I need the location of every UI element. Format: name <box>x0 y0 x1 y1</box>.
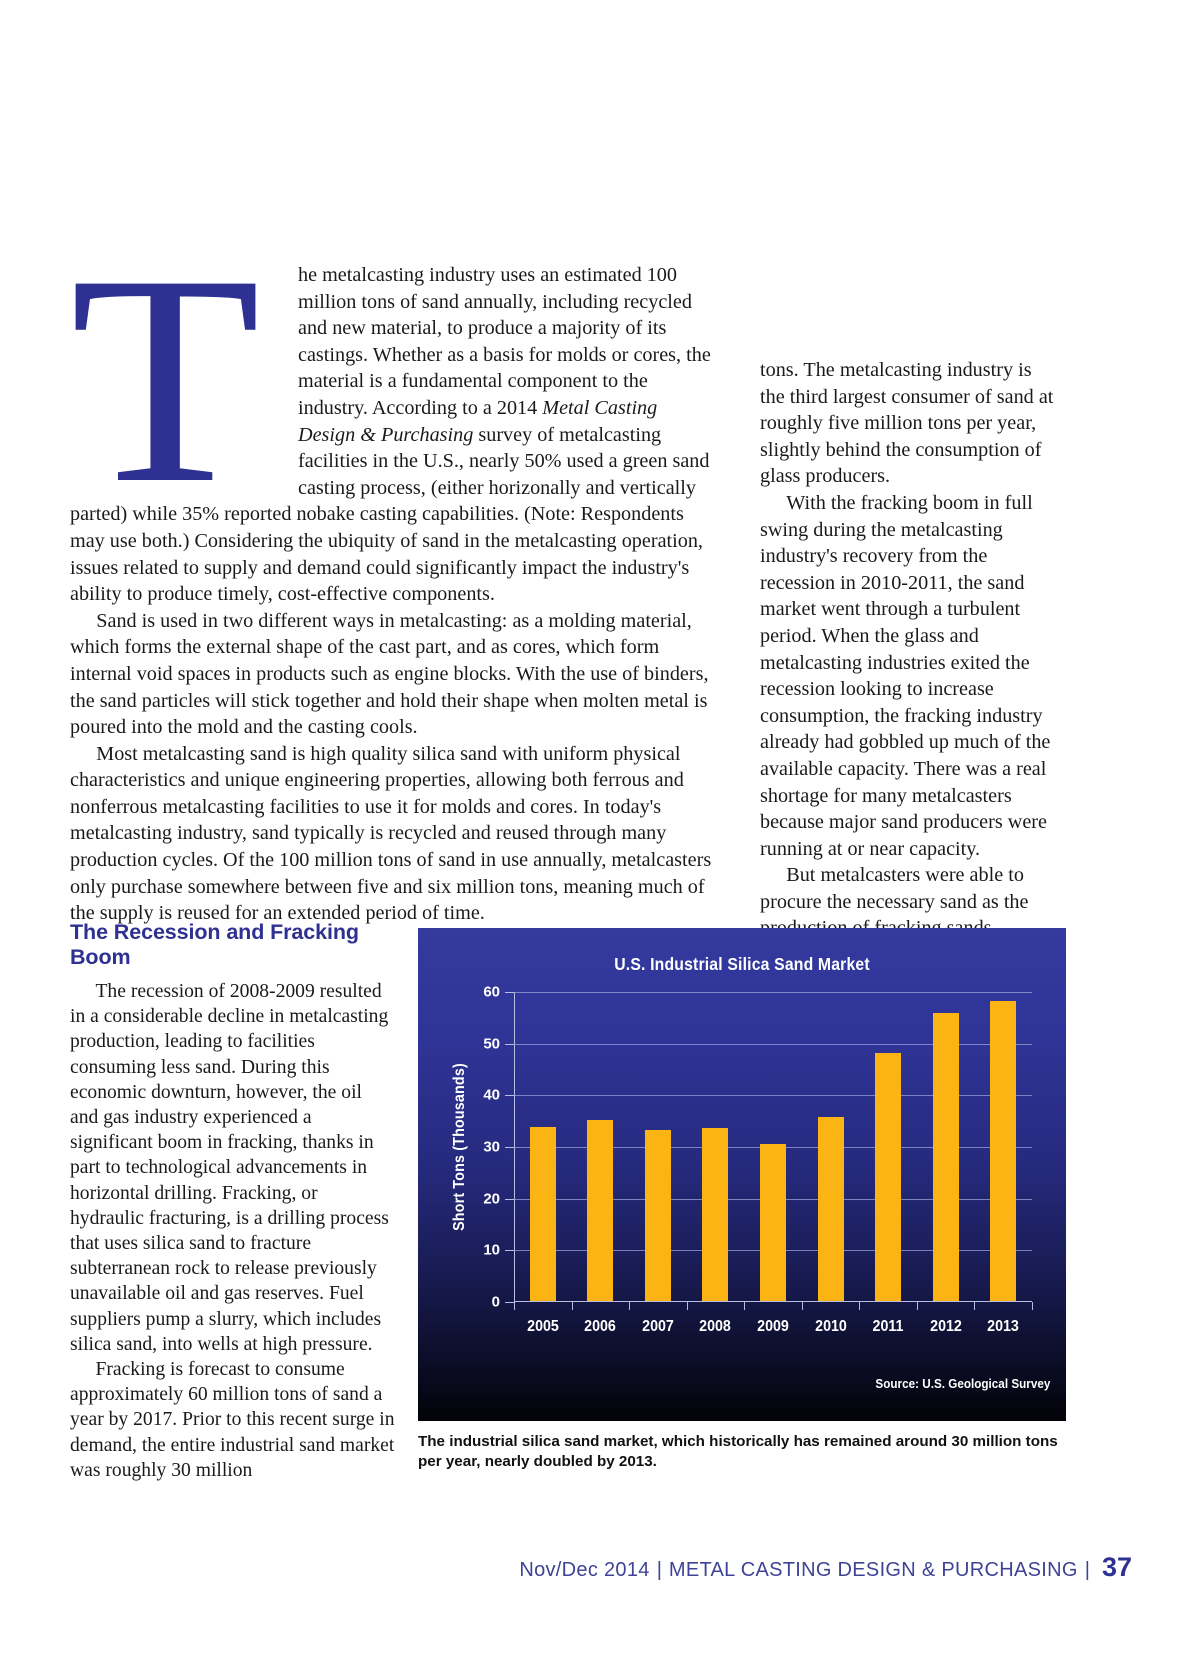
x-axis-tick-label: 2009 <box>757 1318 789 1335</box>
page-footer: Nov/Dec 2014 | METAL CASTING DESIGN & PU… <box>519 1552 1132 1583</box>
x-axis-tick-label: 2005 <box>526 1318 559 1335</box>
footer-page-number: 37 <box>1101 1552 1132 1582</box>
drop-cap-letter: T <box>70 213 261 545</box>
chart-bar <box>644 1129 671 1301</box>
paragraph-2: Sand is used in two different ways in me… <box>70 609 709 739</box>
x-axis-tick <box>571 1302 573 1310</box>
x-axis-tick-label: 2012 <box>929 1318 962 1335</box>
y-axis-title: Short Tons (Thousands) <box>450 992 470 1302</box>
footer-issue: Nov/Dec 2014 <box>519 1559 650 1581</box>
drop-cap: T <box>70 229 275 529</box>
bar-chart: U.S. Industrial Silica Sand Market Short… <box>418 928 1066 1421</box>
footer-separator-2: | <box>1084 1559 1090 1581</box>
y-axis-tick-label: 30 <box>483 1138 500 1156</box>
chart-bar <box>817 1116 844 1301</box>
chart-bar <box>760 1144 786 1301</box>
y-axis-tick-label: 10 <box>483 1241 500 1259</box>
paragraph-intro: he metalcasting industry uses an estimat… <box>70 262 715 608</box>
chart-gridline <box>514 1095 1032 1097</box>
left-column-top: T he metalcasting industry uses an estim… <box>70 229 715 927</box>
x-axis-tick-label: 2011 <box>872 1318 904 1335</box>
x-axis-tick <box>801 1302 803 1310</box>
y-axis-title-label: Short Tons (Thousands) <box>451 1063 469 1231</box>
figure-caption: The industrial silica sand market, which… <box>418 1433 1058 1470</box>
x-axis-tick <box>514 1302 515 1310</box>
x-axis-tick <box>974 1302 976 1310</box>
narrow-column: The Recession and Fracking Boom The rece… <box>70 920 395 1483</box>
chart-bar <box>990 1001 1017 1301</box>
y-axis-tick-label: 0 <box>491 1293 500 1311</box>
paragraph-intro-part2: survey of metalcasting facilities in the… <box>70 423 710 606</box>
y-axis-tick <box>505 1147 514 1148</box>
x-axis-tick <box>629 1302 631 1310</box>
y-axis-tick-label: 20 <box>483 1190 500 1208</box>
footer-separator-1: | <box>656 1559 662 1581</box>
section-heading: The Recession and Fracking Boom <box>70 920 359 969</box>
paragraph-intro-italic: Metal Casting Design & Purchasing <box>298 396 658 446</box>
paragraph-intro-part1: he metalcasting industry uses an estimat… <box>298 264 711 419</box>
section-paragraph-2: Fracking is forecast to consume approxim… <box>70 1359 395 1481</box>
x-axis-tick-label: 2010 <box>814 1318 847 1335</box>
paragraph-3: Most metalcasting sand is high quality s… <box>70 742 712 925</box>
chart-gridline <box>514 1043 1032 1045</box>
x-axis-tick-label: 2007 <box>642 1318 674 1335</box>
footer-publication: METAL CASTING DESIGN & PURCHASING <box>668 1559 1078 1581</box>
right-paragraph-2: With the fracking boom in full swing dur… <box>760 491 1051 860</box>
x-axis-tick <box>1032 1302 1033 1310</box>
y-axis-tick-label: 50 <box>483 1035 500 1053</box>
section-paragraph-1: The recession of 2008-2009 resulted in a… <box>70 981 389 1355</box>
x-axis-tick <box>744 1302 746 1310</box>
chart-bar <box>932 1012 959 1301</box>
y-axis-tick <box>505 1198 514 1200</box>
y-axis-tick-label: 40 <box>483 1086 500 1104</box>
chart-title: U.S. Industrial Silica Sand Market <box>614 954 870 974</box>
chart-bar <box>529 1126 556 1301</box>
chart-bar <box>587 1120 614 1301</box>
chart-source-note: Source: U.S. Geological Survey <box>875 1376 1050 1391</box>
chart-bar <box>875 1053 902 1301</box>
figure: U.S. Industrial Silica Sand Market Short… <box>418 928 1066 1471</box>
x-axis-tick <box>859 1302 861 1310</box>
y-axis-tick-label: 60 <box>483 983 500 1001</box>
x-axis-tick <box>686 1302 688 1310</box>
y-axis-tick <box>505 992 514 993</box>
chart-plot-area: 0 10 20 30 40 50 60 2005 2006 2007 2008 2009 2010 201… <box>483 984 1033 1335</box>
y-axis-tick <box>505 1043 514 1045</box>
x-axis-tick-label: 2006 <box>584 1318 617 1335</box>
y-axis-tick <box>505 1250 514 1252</box>
x-axis-line <box>514 1301 1032 1302</box>
right-paragraph-1: tons. The metalcasting industry is the t… <box>760 359 1054 488</box>
chart-bar <box>702 1127 729 1301</box>
y-axis-tick <box>505 1302 514 1303</box>
right-column-top: tons. The metalcasting industry is the t… <box>760 357 1055 969</box>
x-axis-tick-label: 2008 <box>699 1318 732 1335</box>
x-axis-tick-label: 2013 <box>987 1318 1020 1335</box>
x-axis-tick <box>916 1302 918 1310</box>
chart-gridline <box>514 992 1032 993</box>
y-axis-tick <box>505 1095 514 1097</box>
